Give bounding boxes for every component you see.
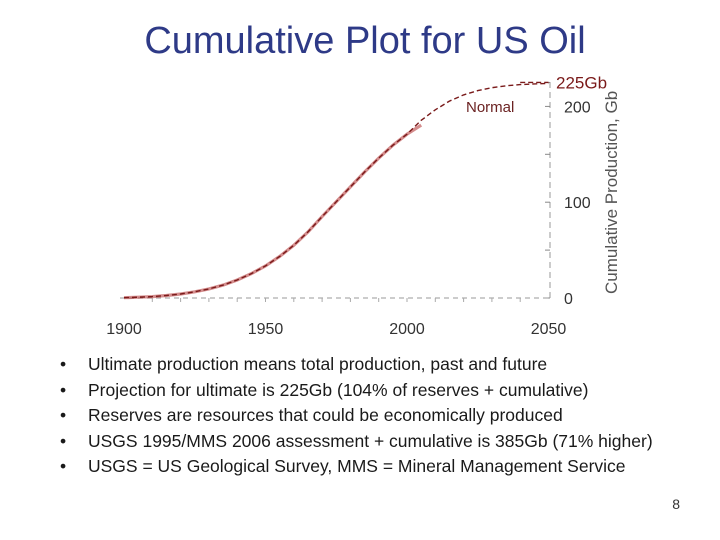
bullet-dot: •	[60, 430, 67, 451]
bullet-item: • Projection for ultimate is 225Gb (104% …	[60, 378, 653, 404]
x-tick-label: 2000	[389, 321, 425, 338]
y-tick-label: 0	[564, 291, 573, 308]
normal-fit-line	[123, 82, 549, 299]
normal-curve-label: Normal	[466, 99, 514, 116]
bullet-text: USGS 1995/MMS 2006 assessment + cumulati…	[88, 430, 653, 451]
slide-title: Cumulative Plot for US Oil	[144, 20, 586, 62]
cumulative-production-chart: 0 100 200 1900 1950 2000 2050 225Gb Normal Cu…	[106, 73, 621, 338]
bullet-text: USGS = US Geological Survey, MMS = Miner…	[88, 456, 626, 476]
bullet-dot: •	[60, 379, 67, 400]
ultimate-label: 225Gb	[556, 73, 607, 92]
x-tick-label: 2050	[531, 321, 567, 338]
bullet-item: • Ultimate production means total product…	[60, 352, 653, 378]
y-axis: 0 100 200	[545, 78, 591, 308]
y-tick-label: 200	[564, 99, 591, 116]
bullet-item: • Reserves are resources that could be ec…	[60, 403, 653, 429]
bullet-item: • USGS 1995/MMS 2006 assessment + cumulat…	[60, 429, 653, 455]
x-tick-label: 1950	[248, 321, 284, 338]
x-tick-label: 1900	[106, 321, 142, 338]
page-number: 8	[672, 496, 680, 512]
bullet-dot: •	[60, 456, 67, 476]
y-tick-label: 100	[564, 195, 591, 212]
bullet-text: Projection for ultimate is 225Gb (104% o…	[88, 379, 589, 400]
bullet-item: • USGS = US Geological Survey, MMS = Mine…	[60, 454, 653, 480]
historical-production-line	[123, 123, 423, 300]
bullet-text: Ultimate production means total producti…	[88, 354, 548, 374]
series-layer	[123, 81, 549, 300]
bullet-text: Reserves are resources that could be eco…	[88, 405, 563, 425]
x-axis: 1900 1950 2000 2050	[106, 297, 567, 338]
bullet-list: • Ultimate production means total product…	[60, 352, 653, 480]
bullet-dot: •	[60, 354, 67, 374]
bullet-dot: •	[60, 405, 67, 425]
y-axis-title: Cumulative Production, Gb	[602, 91, 621, 294]
